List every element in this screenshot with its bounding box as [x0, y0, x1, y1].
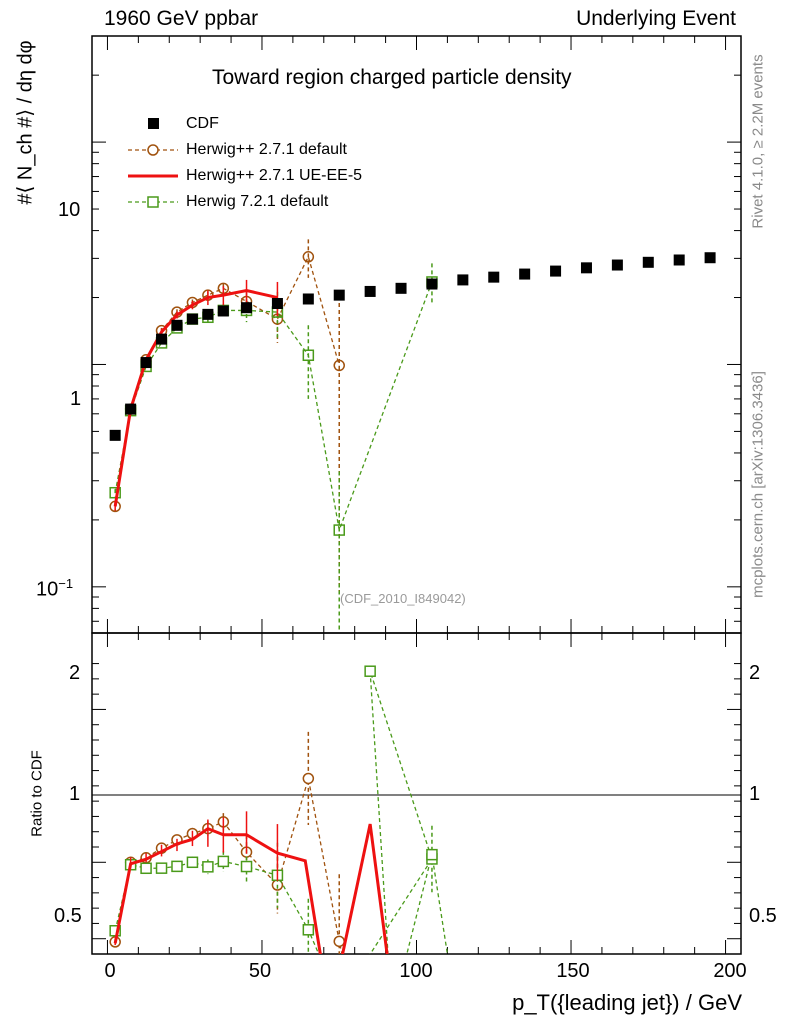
- axis-ticks: [92, 35, 741, 954]
- side-label-top: Rivet 4.1.0, ≥ 2.2M events: [749, 54, 767, 229]
- series-3-ratio-point-8: [240, 860, 253, 873]
- cdf-point-6: [202, 308, 214, 320]
- series-3-point-11: [333, 524, 345, 536]
- series-2-line: [113, 289, 278, 507]
- series-1-point-11: [333, 359, 345, 372]
- ratio-tick-label-left-1: 1: [69, 783, 81, 805]
- series-3-ratio-point-5: [186, 856, 199, 869]
- cdf-point-1: [125, 403, 137, 415]
- x-tick-label-0: 0: [104, 960, 116, 982]
- side-label-bottom: mcplots.cern.ch [arXiv:1306.3436]: [749, 371, 767, 598]
- cdf-point-7: [217, 305, 229, 317]
- header-right-label: Underlying Event: [576, 7, 736, 30]
- cdf-point-9: [271, 298, 283, 310]
- series-3-ratio-point-11: [334, 997, 344, 1007]
- cdf-point-13: [395, 282, 407, 294]
- series-2-ratio-line: [113, 823, 389, 954]
- cdf-point-8: [241, 302, 253, 314]
- cdf-point-11: [333, 289, 345, 301]
- cdf-point-18: [550, 265, 562, 277]
- cdf-point-21: [642, 256, 654, 268]
- cdf-point-0: [109, 429, 121, 441]
- series-1-ratio-point-11: [333, 935, 345, 948]
- legend: [128, 118, 178, 208]
- header-left-label: 1960 GeV ppbar: [104, 7, 259, 30]
- ratio-series-group: [109, 665, 449, 1007]
- series-3-ratio-point-3: [155, 862, 168, 874]
- ratio-tick-label-right-0p5: 0.5: [749, 905, 777, 927]
- cdf-point-22: [673, 254, 685, 266]
- legend-label-herwig-default: Herwig++ 2.7.1 default: [186, 141, 347, 158]
- cdf-point-5: [186, 313, 198, 325]
- ratio-tick-label-right-2: 2: [749, 662, 761, 684]
- analysis-tag: (CDF_2010_I849042): [340, 591, 466, 606]
- x-tick-label-50: 50: [248, 960, 272, 982]
- cdf-point-20: [611, 259, 623, 271]
- y-tick-label-0p1: 10−1: [36, 576, 74, 601]
- cdf-point-16: [488, 271, 500, 283]
- main-series-group: [109, 239, 716, 632]
- series-3-ratio-point-2: [140, 862, 152, 875]
- y-tick-label-10: 10: [58, 199, 81, 221]
- cdf-point-12: [364, 285, 376, 297]
- cdf-point-23: [704, 252, 716, 264]
- series-3-line: [114, 281, 433, 533]
- cdf-point-15: [457, 274, 469, 286]
- series-3-ratio-point-7: [217, 855, 230, 868]
- series-1-ratio-line: [114, 778, 343, 954]
- series-3-ratio-extra-1: [426, 848, 438, 861]
- legend-marker-herwig7: [147, 196, 159, 208]
- legend-label-herwig-ueee5: Herwig++ 2.7.1 UE-EE-5: [186, 167, 363, 184]
- ratio-tick-label-right-1: 1: [749, 783, 761, 805]
- series-3-ratio-extra-0: [364, 665, 376, 677]
- legend-label-herwig7: Herwig 7.2.1 default: [186, 193, 329, 210]
- cdf-point-2: [140, 357, 152, 369]
- y-tick-label-1: 1: [70, 388, 82, 410]
- x-tick-label-150: 150: [556, 960, 590, 982]
- series-3-ratio-point-6: [202, 861, 214, 873]
- y-axis-label: #⟨ N_ch #⟩ / dη dφ: [14, 40, 37, 205]
- ratio-tick-label-left-2: 2: [69, 662, 81, 684]
- x-tick-label-100: 100: [399, 960, 433, 982]
- legend-marker-herwig-default: [147, 144, 159, 156]
- ratio-frame: [91, 632, 742, 955]
- x-tick-label-200: 200: [713, 960, 747, 982]
- series-3-ratio-point-10: [302, 924, 315, 936]
- cdf-point-19: [580, 262, 592, 274]
- x-axis-label: p_T({leading jet}) / GeV: [512, 990, 742, 1015]
- ratio-tick-label-left-0p5: 0.5: [54, 905, 82, 927]
- series-1-ratio-point-10: [302, 772, 315, 785]
- cdf-point-10: [302, 293, 314, 305]
- cdf-point-4: [171, 319, 183, 331]
- legend-marker-cdf: [148, 118, 159, 129]
- cdf-point-3: [156, 333, 168, 345]
- series-3-point-10: [302, 349, 315, 362]
- ratio-axis-label: Ratio to CDF: [28, 750, 46, 837]
- series-1-point-10: [302, 251, 315, 263]
- legend-label-cdf: CDF: [186, 115, 219, 132]
- series-3-ratio-point-4: [171, 860, 183, 873]
- cdf-point-17: [519, 268, 531, 280]
- chart-title: Toward region charged particle density: [212, 66, 572, 89]
- cdf-point-14: [426, 278, 438, 290]
